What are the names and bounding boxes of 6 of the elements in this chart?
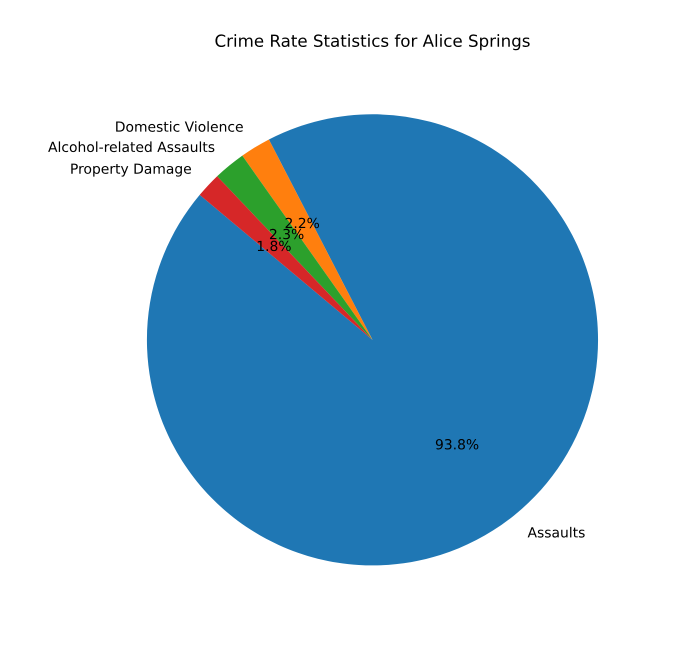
slice-label: Assaults [528, 526, 585, 538]
slice-label: Domestic Violence [116, 121, 243, 132]
chart-title: Crime Rate Statistics for Alice Springs [215, 34, 530, 50]
data-label: 93.8% [436, 439, 478, 450]
slice-label: Property Damage [71, 164, 191, 177]
slice-label: Alcohol-related Assaults [48, 141, 214, 152]
